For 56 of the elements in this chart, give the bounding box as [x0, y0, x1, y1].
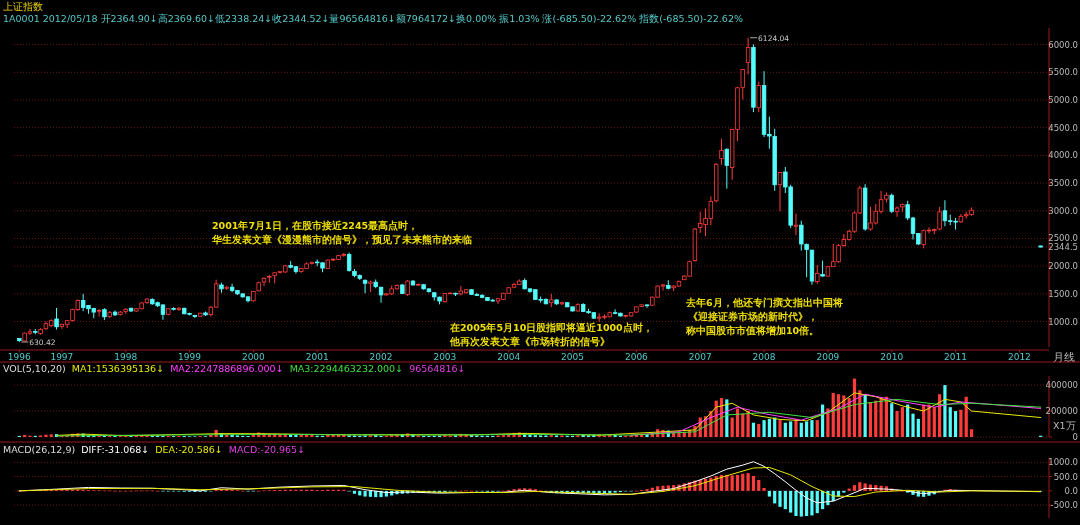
x-tick-label: 1997: [50, 352, 74, 362]
text: DIFF:-31.068↓: [81, 444, 150, 455]
y-tick-label: 3000.0: [1048, 205, 1078, 216]
y-tick-label: 400000: [1045, 380, 1078, 391]
y-tick-label: 500.0: [1053, 471, 1078, 482]
chart-title: VOL(5,10,20): [3, 363, 66, 374]
y-tick-label: 200000: [1045, 406, 1078, 417]
y-tick-label: 5500.0: [1048, 67, 1078, 78]
annotation: 华生发表文章《漫漫熊市的信号》，预见了未来熊市的来临: [211, 234, 472, 245]
x-axis-title: 月线: [1053, 351, 1075, 364]
y-tick-label: 1000.0: [1048, 457, 1078, 468]
x-tick-label: 2009: [816, 352, 840, 362]
chart-title: MACD(26,12,9): [3, 444, 76, 455]
x-tick-label: 2010: [880, 352, 904, 362]
y-tick-label: 0: [1072, 432, 1078, 442]
y-tick-label: 1500.0: [1048, 288, 1078, 299]
x-tick-label: 2001: [305, 352, 329, 362]
y-tick-label: 2500.0: [1048, 233, 1078, 244]
text: MA3:2294463232.000↓: [289, 363, 404, 374]
x-tick-label: 2007: [688, 352, 712, 362]
x-tick-label: 1996: [7, 352, 32, 362]
chart-title: 上证指数: [3, 1, 43, 12]
y-tick-label: 3500.0: [1048, 178, 1078, 189]
chart-subtitle: 1A0001 2012/05/18 开2364.90↓高2369.60↓低2338.24↓收2344.52↓量96564816↓额7964172↓换0.00% 振1.03% 涨(-685.50)-22.62% 指数(-685.50)-22.62%: [3, 13, 743, 24]
text: MA1:1536395136↓: [71, 363, 165, 374]
text: MACD:-20.965↓: [228, 444, 306, 455]
annotation: 称中国股市市值将增加10倍。: [685, 325, 820, 336]
y-tick-label: 6000.0: [1048, 39, 1078, 50]
annotation: 在2005年5月10日股指即将逼近1000点时，: [449, 322, 653, 333]
y-axis-title: X1万: [1053, 420, 1076, 431]
y-tick-label: 1000.0: [1048, 316, 1078, 327]
x-tick-label: 2011: [944, 352, 968, 362]
text: 96564816↓: [409, 363, 466, 374]
x-tick-label: 2012: [1007, 352, 1031, 362]
x-tick-label: 1998: [114, 352, 138, 362]
y-tick-label: 0.0: [1064, 485, 1078, 496]
y-tick-label: 4000.0: [1048, 150, 1078, 161]
annotation: 2001年7月1日，在股市接近2245最高点时，: [212, 220, 419, 231]
annotation: 他再次发表文章《市场转折的信号》: [449, 336, 610, 347]
y-tick-label: 4500.0: [1048, 122, 1078, 133]
x-tick-label: 2000: [241, 352, 266, 362]
y-tick-label: 2344.5: [1048, 242, 1078, 253]
text: DEA:-20.586↓: [155, 444, 223, 455]
x-tick-label: 2006: [624, 352, 649, 362]
y-tick-label: 2000.0: [1048, 261, 1078, 272]
x-tick-label: 2008: [752, 352, 776, 362]
text: MA2:2247886896.000↓: [170, 363, 284, 374]
x-tick-label: 2003: [433, 352, 457, 362]
x-tick-label: 1999: [178, 352, 202, 362]
y-tick-label: -500.0: [1050, 500, 1078, 511]
x-tick-label: 2004: [497, 352, 521, 362]
annotation: 去年6月，他还专门撰文指出中国将: [685, 297, 843, 308]
annotation: 《迎接证券市场的新时代》，: [688, 311, 818, 322]
x-tick-label: 2005: [561, 352, 585, 362]
x-tick-label: 2002: [369, 352, 393, 362]
y-tick-label: 5000.0: [1048, 95, 1078, 105]
